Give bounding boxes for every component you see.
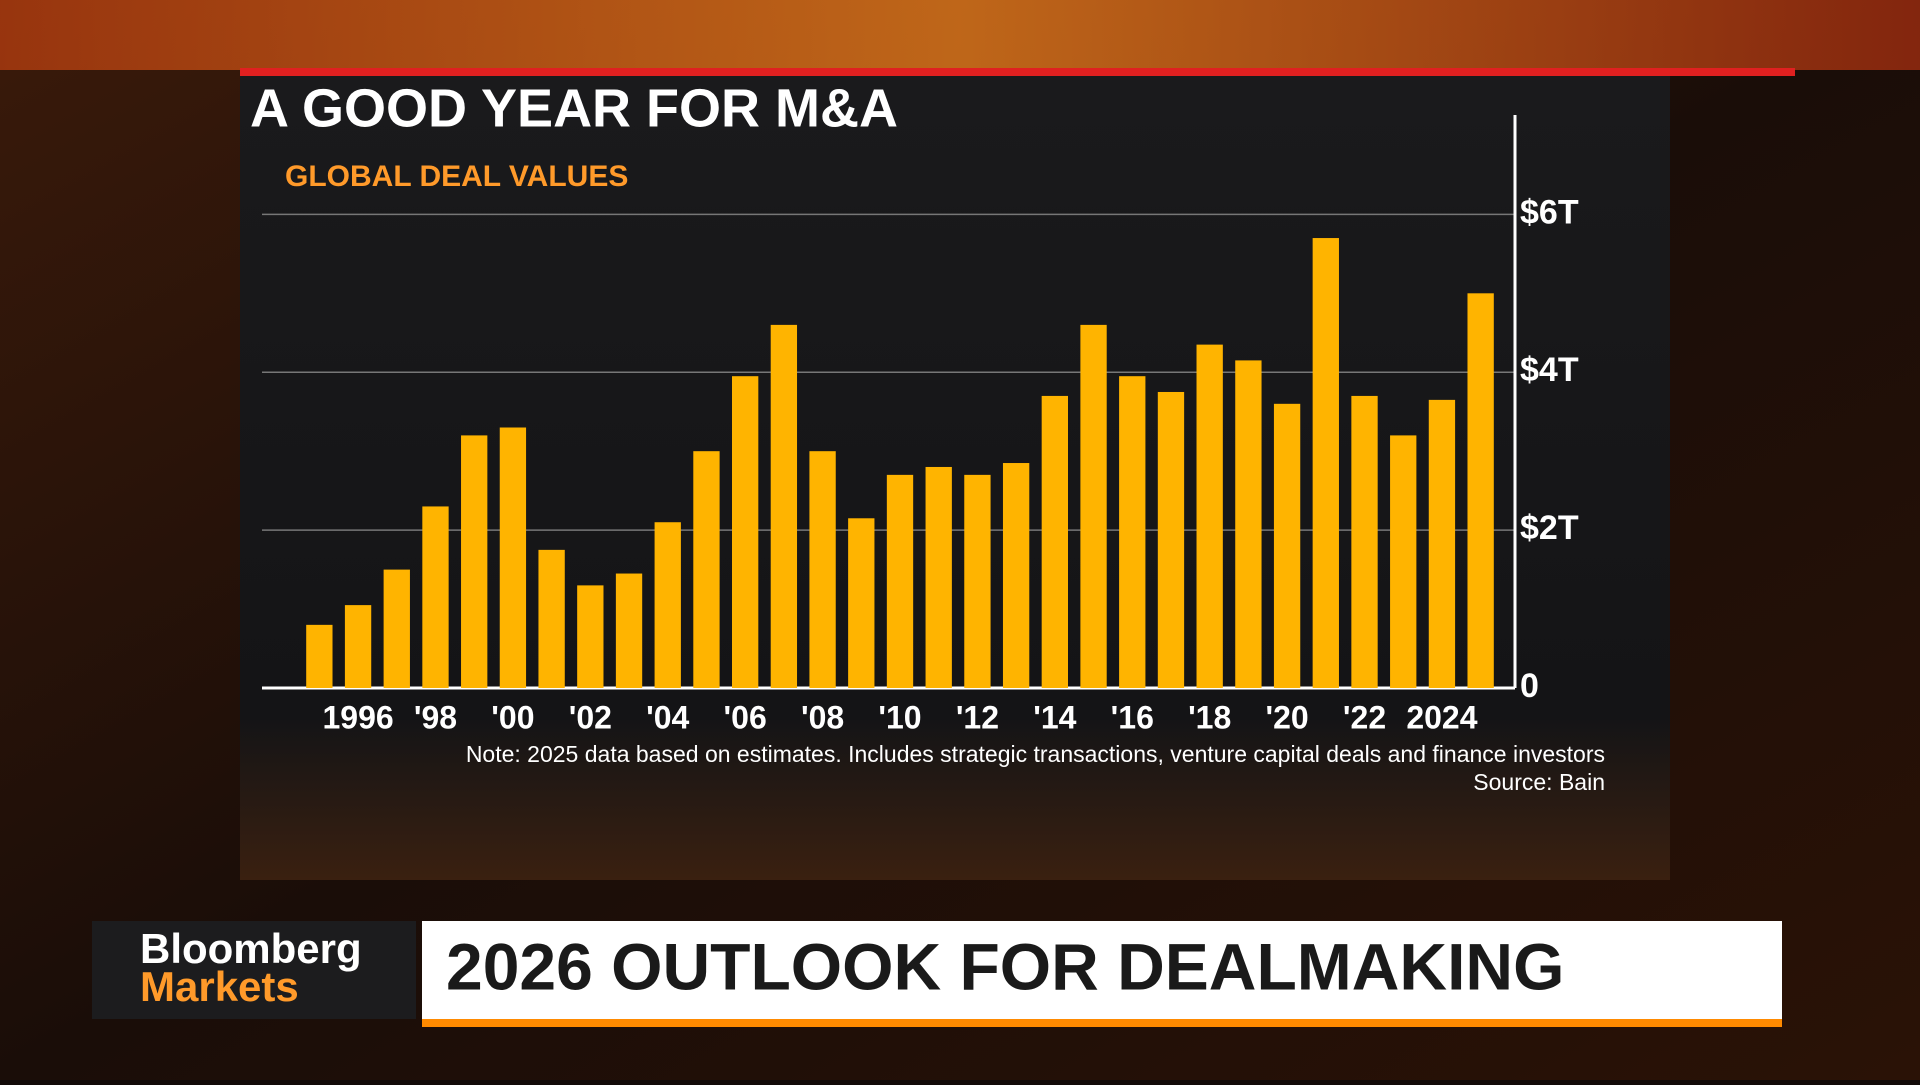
bar — [732, 376, 759, 688]
x-tick-label: '20 — [1265, 699, 1308, 735]
bar — [1428, 399, 1456, 688]
x-tick-label: '16 — [1111, 699, 1154, 735]
bar — [1351, 395, 1378, 688]
headline-stripe — [422, 1019, 1782, 1027]
bar — [1390, 435, 1417, 688]
chart-title: A GOOD YEAR FOR M&A — [250, 78, 898, 138]
headline-box — [422, 921, 1782, 1019]
bar — [538, 549, 565, 688]
brand-box — [92, 921, 416, 1019]
chart-source: Source: Bain — [1473, 769, 1605, 795]
bar — [1312, 238, 1339, 688]
x-tick-label: '10 — [878, 699, 921, 735]
bar — [1119, 376, 1146, 688]
x-tick-label: '12 — [956, 699, 999, 735]
x-tick-label: '08 — [801, 699, 844, 735]
backdrop-glow — [0, 0, 1920, 70]
bar — [770, 324, 798, 688]
bar — [848, 518, 875, 688]
bar — [1196, 344, 1223, 688]
bar — [886, 474, 914, 688]
bar — [499, 427, 527, 688]
bar — [1157, 391, 1185, 688]
bar — [964, 474, 991, 688]
x-tick-label: '18 — [1188, 699, 1231, 735]
brand: Bloomberg — [140, 925, 362, 972]
x-tick-label: '98 — [414, 699, 457, 735]
bar — [654, 522, 681, 688]
bar — [577, 585, 604, 688]
y-tick-label: $6T — [1520, 193, 1579, 231]
x-tick-label: '22 — [1343, 699, 1386, 735]
chart-note: Note: 2025 data based on estimates. Incl… — [466, 741, 1605, 767]
bar — [1080, 324, 1107, 688]
bar — [383, 569, 410, 688]
x-tick-label: '14 — [1033, 699, 1076, 735]
bar — [1467, 293, 1494, 688]
bar — [1235, 360, 1262, 688]
x-tick-label: '02 — [569, 699, 612, 735]
bar — [693, 451, 720, 688]
x-tick-label: 1996 — [322, 699, 393, 735]
bar — [1041, 395, 1068, 688]
bar — [461, 435, 488, 688]
bar — [422, 506, 449, 688]
bar — [344, 605, 372, 688]
y-tick-label: $4T — [1520, 351, 1579, 389]
bar — [615, 573, 643, 688]
panel-red-edge — [240, 68, 1795, 76]
chart-subtitle: GLOBAL DEAL VALUES — [285, 160, 628, 193]
bar — [1273, 403, 1301, 688]
headline: 2026 OUTLOOK FOR DEALMAKING — [446, 929, 1564, 1003]
x-tick-label: '04 — [646, 699, 689, 735]
y-tick-label: $2T — [1520, 509, 1579, 547]
y-tick-label: 0 — [1520, 667, 1539, 705]
x-tick-label: '06 — [724, 699, 767, 735]
x-tick-label: '00 — [491, 699, 534, 735]
plot: 0 $2T $4T $6T 1996 '98 '00 '02 '04 '06 '08 '10 '12 '1… — [262, 115, 1579, 735]
channel: Markets — [140, 963, 299, 1010]
x-tick-label: 2024 — [1406, 699, 1477, 735]
bar — [925, 466, 952, 688]
bar — [306, 624, 333, 688]
bar — [809, 451, 836, 688]
bar — [1002, 463, 1030, 688]
